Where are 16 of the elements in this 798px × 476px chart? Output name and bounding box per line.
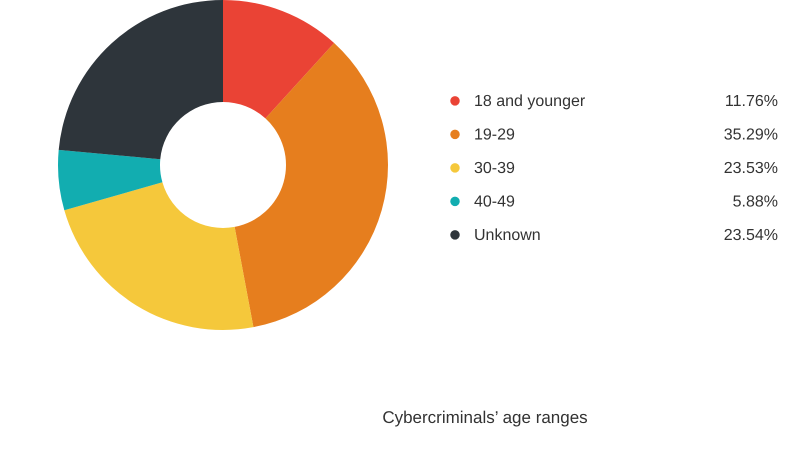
- donut-slice: [58, 150, 162, 210]
- legend-label: 30-39: [474, 160, 516, 177]
- donut-slice: [234, 43, 388, 328]
- legend-label: 40-49: [474, 193, 516, 210]
- data-label: 23.54%: [724, 226, 778, 244]
- text: Cybercriminals’ age ranges: [382, 408, 588, 427]
- legend-label: 19-29: [474, 126, 516, 144]
- donut-slice: [58, 0, 223, 160]
- donut-slice: [64, 182, 254, 330]
- donut-slice: [223, 0, 334, 118]
- data-label: 5.88%: [732, 193, 778, 210]
- data-label: 35.29%: [724, 126, 778, 144]
- data-label: 23.53%: [724, 160, 778, 177]
- data-label: 11.76%: [724, 92, 778, 110]
- legend-label: 18 and younger: [474, 92, 586, 110]
- legend-label: Unknown: [474, 226, 541, 244]
